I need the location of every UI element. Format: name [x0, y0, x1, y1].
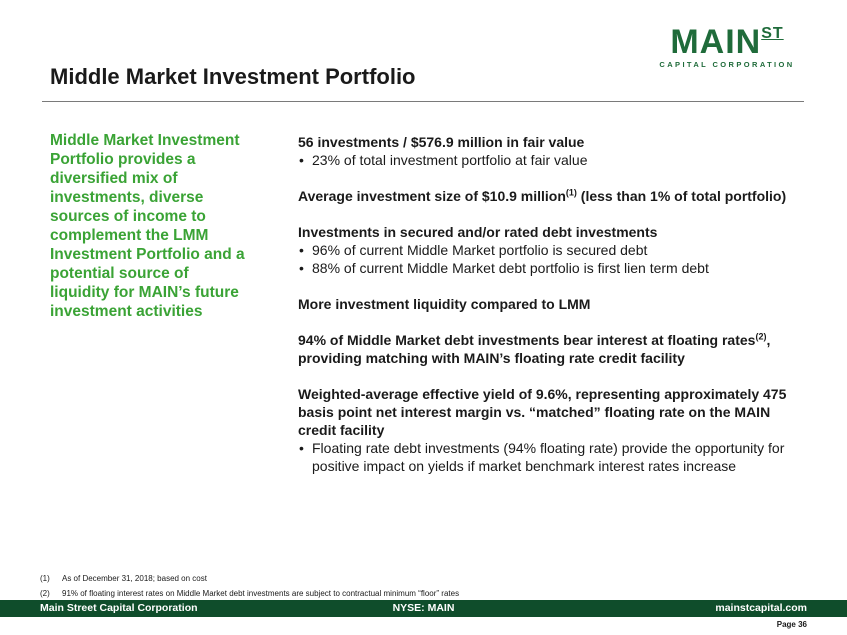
footnotes: (1) As of December 31, 2018; based on cos…: [40, 571, 459, 601]
logo-tagline: CAPITAL CORPORATION: [659, 60, 795, 69]
footer-ticker: NYSE: MAIN: [392, 602, 455, 614]
title-divider: [42, 101, 804, 102]
bullet-item: 88% of current Middle Market debt portfo…: [298, 259, 798, 277]
footnote: (2) 91% of floating interest rates on Mid…: [40, 589, 460, 598]
logo-wordmark: MAINST: [670, 23, 784, 61]
footer-bar: NYSE: MAIN Main Street Capital Corporati…: [0, 600, 847, 617]
section-heading: Investments in secured and/or rated debt…: [298, 224, 658, 240]
page-number: Page 36: [776, 620, 807, 629]
footnote: (1) As of December 31, 2018; based on cos…: [40, 574, 207, 583]
section-investments-count: 56 investments / $576.9 million in fair …: [298, 133, 798, 169]
section-heading: 56 investments / $576.9 million in fair …: [298, 134, 585, 150]
sidebar-summary: Middle Market Investment Portfolio provi…: [50, 132, 245, 320]
section-average-size: Average investment size of $10.9 million…: [298, 187, 798, 205]
section-heading: 94% of Middle Market debt investments be…: [298, 331, 771, 366]
footer-company: Main Street Capital Corporation: [40, 602, 198, 614]
company-logo: MAINST CAPITAL CORPORATION: [657, 23, 797, 69]
section-heading: Weighted-average effective yield of 9.6%…: [298, 386, 787, 438]
bullet-item: 96% of current Middle Market portfolio i…: [298, 241, 798, 259]
bullet-item: 23% of total investment portfolio at fai…: [298, 151, 798, 169]
bullet-item: Floating rate debt investments (94% floa…: [298, 439, 798, 475]
section-secured-debt: Investments in secured and/or rated debt…: [298, 223, 798, 277]
section-heading: Average investment size of $10.9 million…: [298, 187, 787, 204]
page-title: Middle Market Investment Portfolio: [50, 64, 416, 89]
section-effective-yield: Weighted-average effective yield of 9.6%…: [298, 385, 798, 475]
section-heading: More investment liquidity compared to LM…: [298, 296, 591, 312]
section-floating-rates: 94% of Middle Market debt investments be…: [298, 331, 798, 367]
section-liquidity: More investment liquidity compared to LM…: [298, 295, 798, 313]
footer-website-link[interactable]: mainstcapital.com: [715, 602, 807, 614]
main-content: 56 investments / $576.9 million in fair …: [298, 133, 798, 475]
